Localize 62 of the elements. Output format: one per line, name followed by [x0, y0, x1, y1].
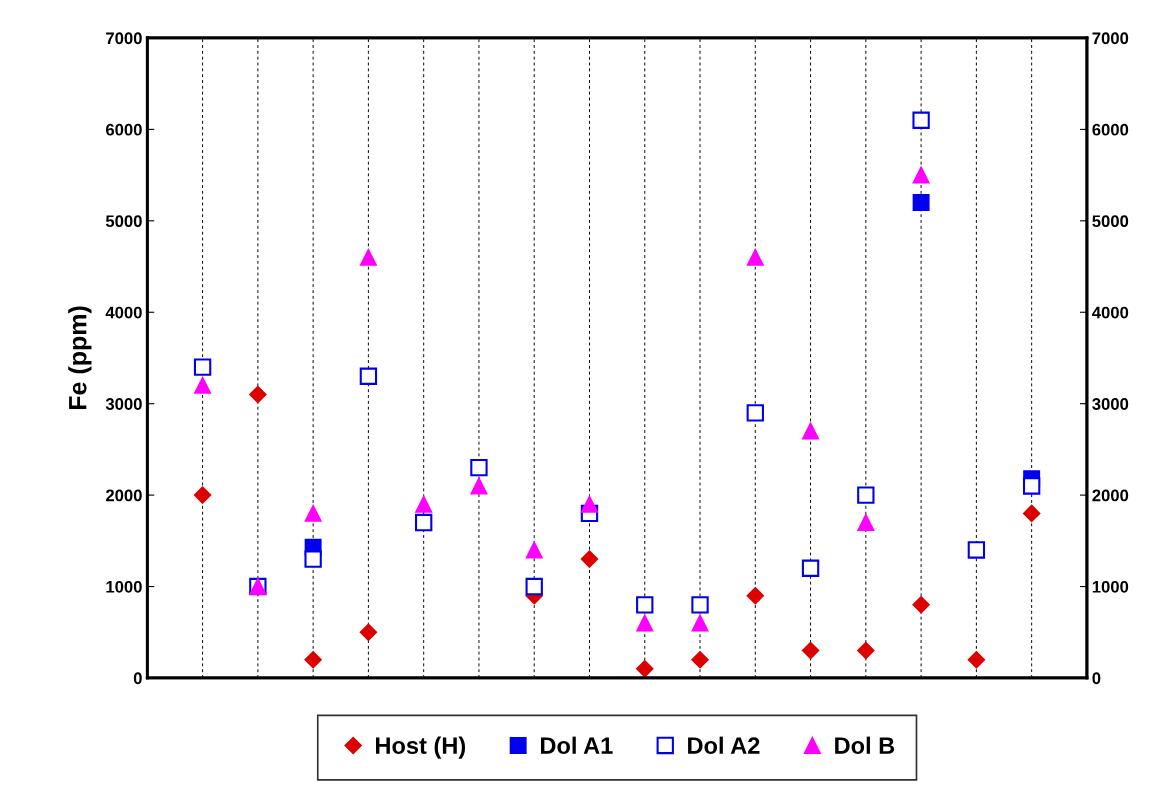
point: [857, 514, 875, 532]
legend-label: Host (H): [376, 736, 466, 759]
point: [636, 596, 654, 614]
point: [1022, 504, 1041, 523]
point: [967, 650, 986, 669]
point: [249, 385, 267, 404]
point: [857, 641, 875, 660]
point: [304, 650, 322, 669]
point: [359, 623, 378, 641]
point: [194, 376, 212, 394]
point: [746, 404, 764, 422]
point: [636, 660, 654, 678]
point: [967, 541, 986, 559]
point: [801, 559, 820, 577]
y-tick-label: 0: [133, 672, 142, 685]
point: [304, 550, 322, 568]
point: [1022, 477, 1041, 495]
point: [525, 577, 543, 596]
point: [912, 194, 930, 212]
point: [525, 541, 543, 559]
point: [304, 504, 322, 522]
point: [801, 641, 820, 660]
y2-tick-label: 0: [1092, 672, 1101, 685]
legend-label: Dol B: [835, 736, 895, 754]
legend-label: Dol A1: [541, 736, 613, 754]
point: [581, 495, 598, 513]
point: [746, 586, 764, 605]
y-axis-title: Fe (ppm): [68, 306, 92, 410]
point: [857, 486, 875, 504]
legend-label: Dol A2: [688, 736, 760, 754]
point: [691, 614, 709, 632]
point: [912, 111, 930, 129]
y-tick-label: 6000: [106, 123, 142, 136]
y2-tick-label: 7000: [1092, 32, 1129, 45]
point: [359, 367, 378, 385]
y2-tick-label: 2000: [1092, 489, 1129, 502]
y2-tick-label: 6000: [1092, 123, 1129, 136]
point: [193, 358, 212, 376]
y-tick-label: 7000: [106, 32, 142, 45]
y-tick-label: 2000: [105, 489, 142, 502]
point: [414, 513, 433, 532]
point: [636, 614, 654, 632]
point: [691, 596, 709, 614]
y-tick-label: 4000: [105, 306, 142, 319]
point: [415, 495, 433, 513]
point: [746, 248, 764, 266]
y-tick-label: 5000: [105, 215, 142, 228]
point: [470, 459, 488, 477]
y-tick-label: 1000: [106, 580, 142, 593]
point: [912, 166, 930, 184]
point: [802, 422, 820, 440]
y2-tick-label: 5000: [1092, 215, 1129, 228]
point: [691, 650, 709, 669]
y2-tick-label: 1000: [1092, 580, 1129, 593]
point: [580, 550, 599, 568]
point: [359, 248, 377, 266]
y-tick-label: 3000: [105, 398, 142, 410]
point: [193, 486, 212, 504]
point: [470, 477, 488, 495]
point: [912, 596, 930, 614]
y2-tick-label: 3000: [1092, 398, 1129, 410]
y2-tick-label: 4000: [1092, 306, 1129, 319]
